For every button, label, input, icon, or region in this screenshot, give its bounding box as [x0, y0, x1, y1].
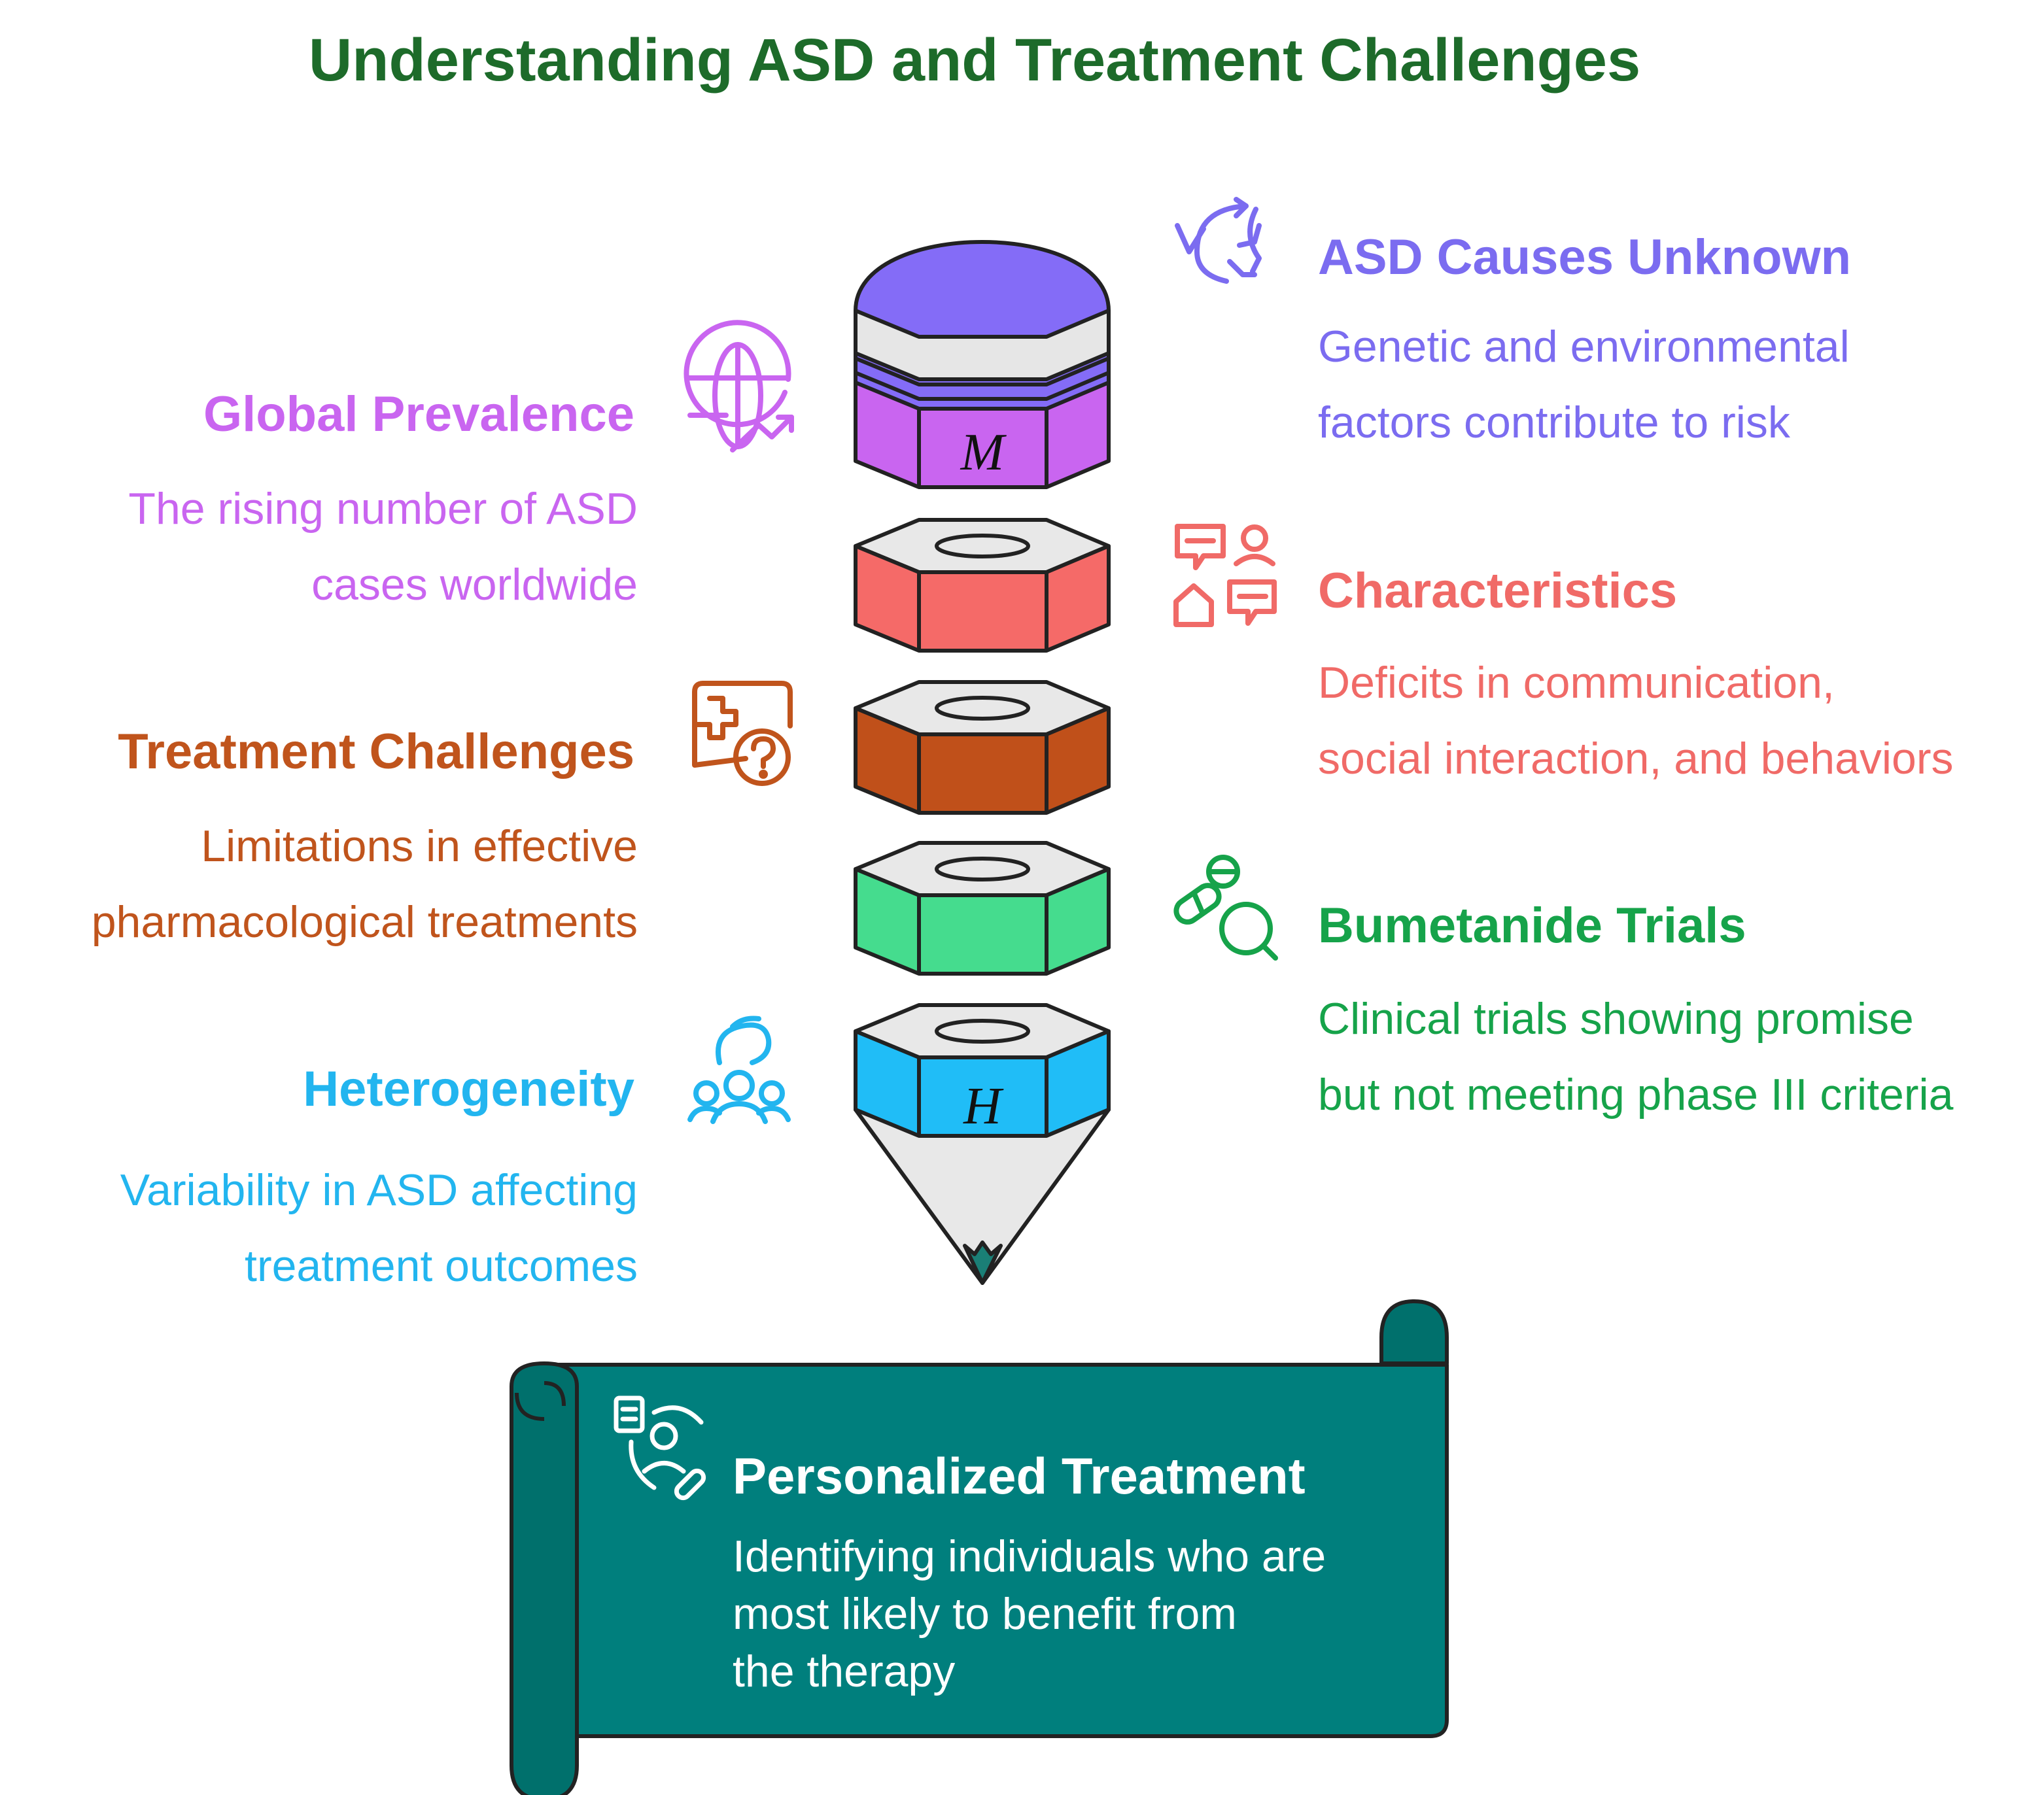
- heterogeneity-description: Variability in ASD affecting treatment ou…: [120, 1165, 638, 1291]
- pencil-letter-m: M: [960, 424, 1007, 481]
- nut-segment-coral: [854, 518, 1111, 653]
- heterogeneity-heading: Heterogeneity: [303, 1061, 634, 1117]
- personalized-treatment-heading: Personalized Treatment: [733, 1447, 1306, 1505]
- shuffle-arrows-icon: [1175, 197, 1262, 284]
- characteristics-heading: Characteristics: [1318, 563, 1678, 619]
- global-prevalence-heading: Global Prevalence: [203, 386, 634, 442]
- treatment-challenges-description: Limitations in effective pharmacological …: [91, 821, 638, 947]
- bumetanide-trials-description: Clinical trials showing promise but not m…: [1318, 994, 1954, 1120]
- global-prevalence-description: The rising number of ASD cases worldwide: [128, 484, 638, 609]
- page-title: Understanding ASD and Treatment Challeng…: [308, 27, 1641, 94]
- scroll-banner: [510, 1299, 1449, 1795]
- medical-question-icon: [692, 681, 793, 786]
- pencil-eraser-segment: [854, 240, 1111, 489]
- nut-segment-brown: [854, 680, 1111, 815]
- personalized-treatment-description: Identifying individuals who are most like…: [733, 1531, 1326, 1696]
- pencil-letter-h: H: [963, 1078, 1004, 1135]
- globe-trend-icon: [684, 320, 794, 453]
- pill-search-icon: [1173, 855, 1278, 961]
- characteristics-description: Deficits in communication, social interac…: [1318, 658, 1954, 783]
- pencil-tip: [854, 1108, 1111, 1285]
- patient-record-icon: [614, 1395, 706, 1501]
- nut-segment-green: [854, 841, 1111, 976]
- social-chat-icon: [1173, 524, 1277, 627]
- bumetanide-trials-heading: Bumetanide Trials: [1318, 898, 1746, 953]
- asd-causes-heading: ASD Causes Unknown: [1318, 230, 1852, 285]
- treatment-challenges-heading: Treatment Challenges: [118, 724, 634, 779]
- asd-causes-description: Genetic and environmental factors contrib…: [1318, 322, 1850, 447]
- group-hand-icon: [687, 1016, 791, 1124]
